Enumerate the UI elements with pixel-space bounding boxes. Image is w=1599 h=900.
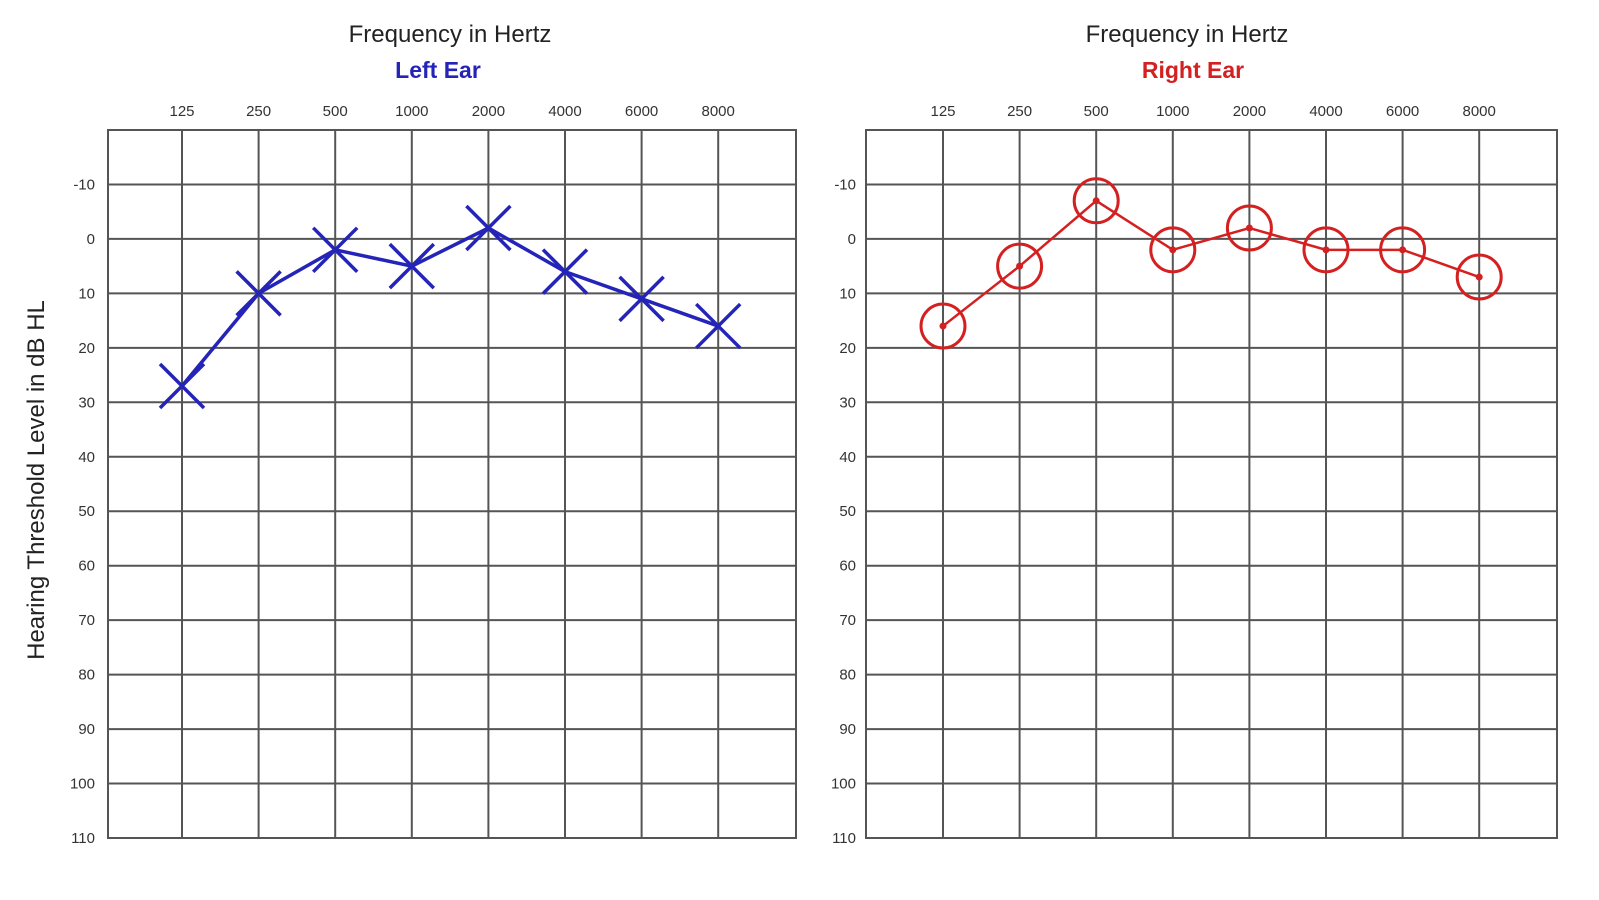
right-ear-data-point-circle-icon xyxy=(1379,226,1427,274)
right-ear-y-tick-label: 50 xyxy=(839,503,856,520)
right-ear-data-point-circle-icon xyxy=(919,302,967,350)
right-ear-x-tick-label: 250 xyxy=(1007,103,1032,120)
left-ear-series-line xyxy=(180,226,719,388)
left-ear-data-point-x-icon xyxy=(694,302,742,350)
right-ear-y-tick-label: 30 xyxy=(839,394,856,411)
right-ear-data-point-circle-icon xyxy=(996,242,1044,290)
left-ear-data-point-x-icon xyxy=(311,226,359,274)
left-ear-audiogram: Frequency in Hertz Left Ear -10 0 10 20 30 40 50… xyxy=(23,21,797,847)
right-ear-series-line xyxy=(942,199,1480,328)
right-ear-data-point-circle-icon xyxy=(1455,253,1503,301)
right-ear-x-tick-label: 125 xyxy=(930,103,955,120)
left-ear-y-tick-label: 70 xyxy=(78,612,95,629)
right-ear-y-tick-label: 110 xyxy=(832,830,856,847)
left-ear-x-tick-label: 125 xyxy=(169,103,194,120)
left-ear-y-tick-label: 10 xyxy=(78,285,95,302)
left-ear-y-tick-label: 100 xyxy=(70,776,95,793)
right-ear-x-tick-label: 1000 xyxy=(1156,103,1189,120)
right-ear-data-point-circle-icon xyxy=(1149,226,1197,274)
left-ear-chart-subtitle: Left Ear xyxy=(395,57,481,83)
left-ear-data-point-x-icon xyxy=(541,248,589,295)
right-ear-audiogram: Frequency in Hertz Right Ear -10 0 10 20 30 40 5… xyxy=(831,21,1558,847)
left-ear-y-tick-label: 40 xyxy=(78,449,95,466)
right-ear-data-point-circle-icon xyxy=(1072,177,1120,225)
right-ear-y-tick-label: 0 xyxy=(848,231,856,248)
left-ear-data-point-x-icon xyxy=(465,204,512,252)
left-ear-y-tick-label: 50 xyxy=(78,503,95,520)
left-ear-y-tick-label: 60 xyxy=(78,558,95,575)
right-ear-y-tick-label: 20 xyxy=(839,340,856,357)
right-ear-y-tick-label: -10 xyxy=(834,176,856,193)
right-ear-data-point-circle-icon xyxy=(1302,226,1350,274)
left-ear-y-tick-label: 110 xyxy=(71,830,95,847)
right-ear-y-tick-label: 10 xyxy=(839,285,856,302)
right-ear-x-tick-label: 500 xyxy=(1084,103,1109,120)
left-ear-data-point-x-icon xyxy=(618,275,665,323)
right-ear-plot-frame xyxy=(865,129,1558,839)
left-ear-x-tick-label: 2000 xyxy=(472,103,505,120)
right-ear-y-tick-label: 40 xyxy=(839,449,856,466)
left-ear-y-tick-label: 20 xyxy=(78,340,95,357)
left-ear-y-tick-label: 0 xyxy=(87,231,95,248)
left-ear-x-tick-label: 500 xyxy=(323,103,348,120)
right-ear-y-tick-label: 60 xyxy=(839,558,856,575)
left-ear-y-tick-label: 90 xyxy=(78,721,95,738)
right-ear-y-tick-label: 90 xyxy=(839,721,856,738)
right-ear-y-tick-label: 80 xyxy=(839,667,856,684)
left-ear-data-point-x-icon xyxy=(235,270,282,317)
left-ear-y-tick-label: -10 xyxy=(73,176,95,193)
left-ear-y-tick-label: 80 xyxy=(78,667,95,684)
right-ear-y-tick-label: 100 xyxy=(831,776,856,793)
right-ear-chart-title: Frequency in Hertz xyxy=(1086,21,1289,48)
right-ear-y-tick-label: 70 xyxy=(839,612,856,629)
right-ear-x-tick-label: 8000 xyxy=(1463,103,1496,120)
left-ear-y-axis-label: Hearing Threshold Level in dB HL xyxy=(23,300,50,660)
left-ear-chart-title: Frequency in Hertz xyxy=(349,21,552,48)
left-ear-x-tick-label: 8000 xyxy=(702,103,735,120)
right-ear-x-tick-label: 4000 xyxy=(1309,103,1342,120)
right-ear-chart-subtitle: Right Ear xyxy=(1142,57,1244,83)
right-ear-x-tick-label: 2000 xyxy=(1233,103,1266,120)
right-ear-data-point-circle-icon xyxy=(1225,204,1273,252)
left-ear-y-tick-label: 30 xyxy=(78,394,95,411)
left-ear-data-point-x-icon xyxy=(388,242,436,290)
left-ear-data-point-x-icon xyxy=(158,362,206,410)
right-ear-x-tick-label: 6000 xyxy=(1386,103,1419,120)
left-ear-x-tick-label: 4000 xyxy=(548,103,581,120)
left-ear-x-tick-label: 6000 xyxy=(625,103,658,120)
left-ear-x-tick-label: 1000 xyxy=(395,103,428,120)
left-ear-plot-frame xyxy=(107,129,797,839)
left-ear-x-tick-label: 250 xyxy=(246,103,271,120)
